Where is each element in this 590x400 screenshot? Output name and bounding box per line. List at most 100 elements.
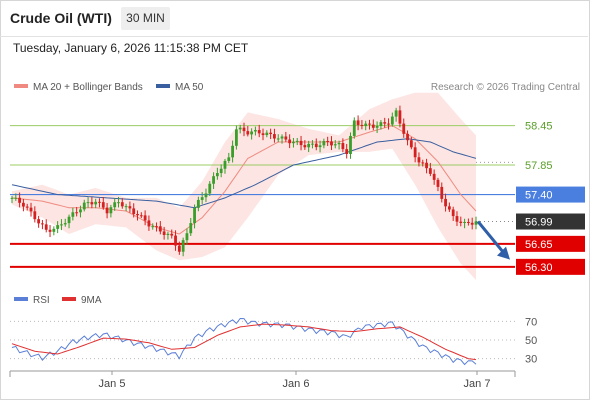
candle-body-67: [265, 132, 269, 136]
candle-body-27: [113, 202, 117, 208]
candle-body-7: [37, 219, 41, 224]
candle-body-98: [383, 122, 387, 124]
level-tag-4: [516, 235, 585, 252]
candle-body-88: [345, 149, 349, 154]
candle-body-72: [284, 136, 288, 140]
candle-body-11: [52, 228, 56, 232]
candle-body-43: [174, 235, 177, 246]
candle-body-92: [360, 124, 364, 126]
candle-body-122: [474, 221, 478, 225]
candle-body-94: [368, 123, 371, 125]
rsi-ma-line: [11, 323, 477, 361]
candle-body-34: [139, 215, 143, 217]
level-label-0: 58.45: [525, 121, 553, 133]
candle-body-93: [364, 123, 368, 126]
candle-body-38: [155, 226, 158, 228]
legend-ma50-swatch: [156, 84, 170, 88]
candle-body-110: [428, 168, 432, 174]
price-panel: 58.45 57.85 57.40 56.99 56.65 56.30: [10, 92, 585, 280]
candle-body-86: [337, 143, 341, 145]
candle-body-96: [375, 125, 379, 128]
level-label-5: 56.30: [525, 262, 553, 274]
candle-body-24: [101, 202, 105, 208]
candle-body-30: [124, 206, 128, 208]
candle-body-61: [242, 127, 246, 132]
instrument-title: Crude Oil (WTI): [10, 10, 112, 26]
candle-body-109: [425, 162, 428, 169]
candle-body-44: [177, 245, 181, 252]
candle-body-37: [151, 226, 155, 228]
candle-body-23: [98, 201, 101, 203]
candle-body-112: [436, 179, 440, 187]
candle-body-10: [48, 229, 52, 232]
candle-body-115: [447, 206, 451, 210]
level-label-1: 57.85: [525, 160, 553, 172]
candle-body-42: [170, 233, 174, 236]
projection-arrow-head: [497, 246, 510, 260]
candle-body-46: [185, 233, 189, 241]
x-tick-jan7: Jan 7: [464, 378, 491, 390]
candle-body-36: [147, 220, 151, 227]
level-label-3: 56.99: [525, 217, 553, 229]
candle-body-63: [250, 131, 254, 135]
candle-body-78: [307, 143, 311, 148]
candle-body-58: [231, 145, 234, 158]
candle-body-21: [90, 202, 94, 205]
legend-rsi-swatch: [14, 297, 28, 301]
candle-body-69: [273, 134, 276, 139]
candle-body-31: [128, 206, 132, 209]
candle-body-47: [189, 223, 193, 234]
candle-body-4: [25, 206, 29, 208]
legend-bollinger-swatch: [14, 84, 28, 88]
candle-body-119: [463, 221, 466, 223]
candle-body-59: [234, 129, 238, 146]
x-tick-jan5: Jan 5: [99, 378, 126, 390]
candle-body-105: [409, 140, 413, 148]
candle-body-76: [299, 140, 303, 146]
candle-body-22: [94, 201, 98, 205]
candle-body-0: [10, 197, 14, 199]
candle-body-79: [311, 143, 314, 145]
candle-body-74: [292, 141, 295, 144]
candle-body-91: [356, 120, 360, 125]
candle-body-2: [18, 197, 22, 203]
copyright: Research © 2026 Trading Central: [431, 82, 580, 93]
candle-body-6: [33, 211, 37, 220]
candle-body-55: [219, 168, 223, 174]
level-tag-2: [516, 186, 585, 203]
candle-body-103: [402, 123, 406, 134]
candle-body-99: [387, 123, 390, 125]
candle-body-70: [276, 138, 280, 140]
candle-body-40: [162, 231, 166, 235]
candle-body-13: [60, 224, 63, 226]
candle-body-12: [56, 225, 60, 229]
candle-body-1: [14, 197, 18, 199]
legend-rsi-ma-swatch: [62, 297, 76, 301]
candle-body-53: [212, 176, 215, 184]
candle-body-19: [82, 202, 86, 210]
bollinger-band-fill: [12, 92, 476, 280]
candle-body-49: [196, 199, 200, 208]
x-tick-jan6: Jan 6: [283, 378, 310, 390]
candle-body-82: [322, 140, 326, 146]
candle-body-104: [406, 133, 409, 141]
candle-body-60: [238, 127, 242, 130]
candle-body-45: [181, 240, 185, 252]
candle-body-113: [440, 186, 444, 199]
candle-body-56: [223, 160, 227, 169]
candle-body-62: [246, 131, 250, 135]
candle-body-97: [379, 122, 383, 126]
candle-body-108: [421, 162, 425, 164]
candle-body-89: [349, 135, 352, 154]
candle-body-64: [254, 130, 257, 132]
timeframe-button[interactable]: 30 MIN: [121, 7, 170, 30]
timestamp: Tuesday, January 6, 2026 11:15:38 PM CET: [13, 41, 249, 55]
candle-body-9: [44, 224, 48, 230]
candle-body-80: [314, 143, 318, 148]
rsi-tick-0: 70: [525, 316, 537, 328]
candle-body-71: [280, 136, 284, 139]
candle-body-51: [204, 193, 208, 198]
candle-body-26: [109, 207, 113, 214]
ma50-line: [11, 138, 477, 209]
